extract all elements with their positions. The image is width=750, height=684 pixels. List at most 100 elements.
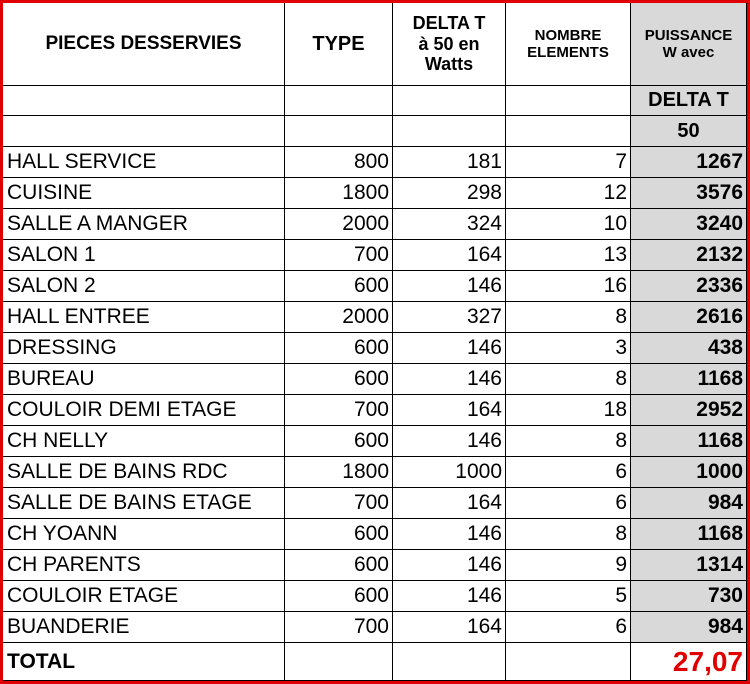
cell-value: 600 [353,584,389,607]
cell: 6 [506,612,631,643]
cell: 600 [285,426,393,457]
cell: BUREAU [3,364,285,395]
cell-value: 2616 [696,305,743,328]
cell-value: 12 [603,181,627,204]
cell: 2000 [285,209,393,240]
cell-value: 1000 [696,460,743,483]
cell-value: 3240 [696,212,743,235]
cell: 8 [506,426,631,457]
cell: 8 [506,364,631,395]
cell: 50 [631,116,747,147]
cell-value: 146 [466,553,502,576]
cell: SALLE DE BAINS ETAGE [3,488,285,519]
cell-value: 298 [466,181,502,204]
cell: 984 [631,612,747,643]
cell-value: 1800 [342,460,389,483]
cell: 6 [506,457,631,488]
cell-value: 324 [466,212,502,235]
cell: TOTAL [3,643,285,681]
cell [3,116,285,147]
cell: COULOIR ETAGE [3,581,285,612]
room-name: CH PARENTS [7,553,141,576]
cell: 1168 [631,426,747,457]
cell-value: 10 [603,212,627,235]
header-text: ELEMENTS [527,44,609,61]
cell: SALON 2 [3,271,285,302]
cell: 7 [506,147,631,178]
cell-value: 1168 [697,429,743,452]
cell: 1000 [631,457,747,488]
cell: 146 [393,581,506,612]
cell-value: 146 [466,429,502,452]
cell: 16 [506,271,631,302]
cell: 1168 [631,519,747,550]
cell: 438 [631,333,747,364]
room-name: HALL SERVICE [7,150,157,173]
cell-value: 5 [615,584,627,607]
cell-value: 9 [615,553,627,576]
cell [285,86,393,116]
cell: CH PARENTS [3,550,285,581]
cell: 18 [506,395,631,426]
cell-value: 600 [353,274,389,297]
cell-value: 8 [615,429,627,452]
cell: PIECES DESSERVIES [3,3,285,86]
cell-value: 164 [466,398,502,421]
cell: SALLE DE BAINS RDC [3,457,285,488]
cell: 146 [393,271,506,302]
cell: 600 [285,581,393,612]
cell: 1800 [285,457,393,488]
cell-value: 600 [353,429,389,452]
cell-value: 1800 [342,181,389,204]
header-text: Watts [424,54,474,75]
cell-value: 600 [353,336,389,359]
cell: 984 [631,488,747,519]
cell: 327 [393,302,506,333]
cell-value: 984 [707,491,743,514]
cell-value: 146 [466,584,502,607]
cell-value: 7 [615,150,627,173]
cell-value: 8 [615,305,627,328]
cell-value: 1000 [455,460,502,483]
header-text: PIECES DESSERVIES [45,33,242,55]
room-name: SALLE A MANGER [7,212,188,235]
cell: HALL SERVICE [3,147,285,178]
cell: PUISSANCE W avec [631,3,747,86]
room-name: DRESSING [7,336,117,359]
room-name: SALON 1 [7,243,96,266]
cell: DRESSING [3,333,285,364]
cell: 298 [393,178,506,209]
cell: 600 [285,550,393,581]
cell-value: 146 [466,274,502,297]
cell: 5 [506,581,631,612]
cell-value: 700 [353,243,389,266]
cell-value: 164 [466,491,502,514]
room-name: CH NELLY [7,429,109,452]
cell-value: 700 [353,398,389,421]
cell: 700 [285,488,393,519]
cell: 1267 [631,147,747,178]
cell-value: 700 [353,615,389,638]
room-name: CH YOANN [7,522,118,545]
cell: 146 [393,426,506,457]
cell [506,86,631,116]
cell: 700 [285,612,393,643]
cell [3,86,285,116]
cell-value: 730 [707,584,743,607]
cell: 146 [393,550,506,581]
cell-value: 2000 [342,305,389,328]
cell: 600 [285,271,393,302]
cell: 800 [285,147,393,178]
cell [285,643,393,681]
cell: 2616 [631,302,747,333]
cell-value: 984 [707,615,743,638]
room-name: COULOIR DEMI ETAGE [7,398,237,421]
cell: 6 [506,488,631,519]
cell: 3 [506,333,631,364]
cell-value: 18 [603,398,627,421]
cell: 600 [285,364,393,395]
cell: BUANDERIE [3,612,285,643]
cell: 12 [506,178,631,209]
